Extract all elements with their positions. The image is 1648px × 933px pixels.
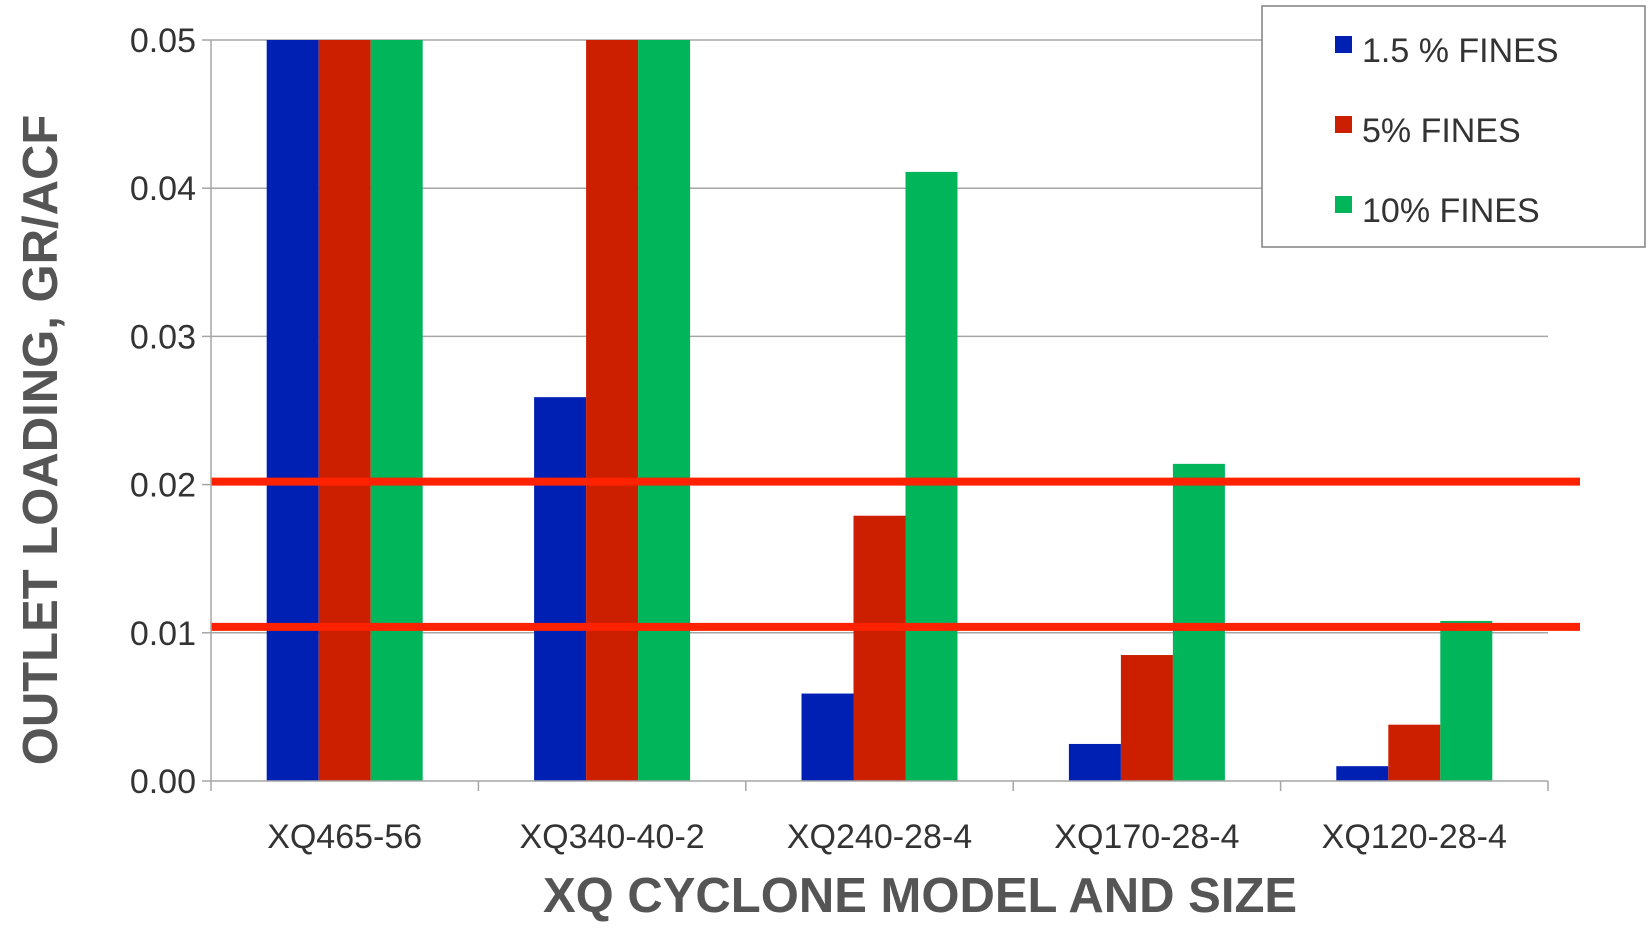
x-axis-title: XQ CYCLONE MODEL AND SIZE bbox=[543, 869, 1297, 923]
bar bbox=[1336, 766, 1389, 781]
bar bbox=[370, 40, 423, 781]
x-tick-label: XQ240-28-4 bbox=[787, 818, 972, 856]
bar bbox=[266, 40, 319, 781]
y-tick-label: 0.00 bbox=[130, 763, 196, 801]
y-tick-label: 0.04 bbox=[130, 170, 196, 208]
axes bbox=[210, 40, 1549, 791]
legend-label: 1.5 % FINES bbox=[1362, 32, 1559, 70]
legend-swatch bbox=[1335, 196, 1352, 213]
y-tick-label: 0.03 bbox=[130, 318, 196, 356]
bar bbox=[534, 397, 587, 781]
y-axis-title: OUTLET LOADING, GR/ACF bbox=[14, 115, 68, 766]
bar bbox=[638, 40, 691, 781]
legend-swatch bbox=[1335, 36, 1352, 53]
bar bbox=[1388, 724, 1441, 781]
bar bbox=[1172, 463, 1225, 781]
y-tick-label: 0.05 bbox=[130, 22, 196, 60]
bars bbox=[266, 40, 1493, 781]
x-tick-label: XQ120-28-4 bbox=[1322, 818, 1507, 856]
bar bbox=[1068, 743, 1121, 781]
legend-label: 5% FINES bbox=[1362, 112, 1521, 150]
bar bbox=[801, 693, 854, 781]
legend-box bbox=[1261, 5, 1646, 248]
bar bbox=[853, 515, 906, 781]
bar bbox=[318, 40, 371, 781]
legend: 1.5 % FINES 5% FINES 10% FINES bbox=[1261, 5, 1646, 248]
bar bbox=[905, 171, 958, 781]
legend-swatch bbox=[1335, 116, 1352, 133]
bar bbox=[1440, 620, 1493, 781]
reference-lines bbox=[211, 477, 1580, 631]
x-tick-label: XQ340-40-2 bbox=[519, 818, 704, 856]
y-tick-labels: 0.00 0.01 0.02 0.03 0.04 0.05 bbox=[130, 22, 196, 801]
y-tick-label: 0.02 bbox=[130, 467, 196, 505]
bar bbox=[586, 40, 639, 781]
x-tick-label: XQ465-56 bbox=[267, 818, 422, 856]
legend-label: 10% FINES bbox=[1362, 192, 1540, 230]
x-tick-label: XQ170-28-4 bbox=[1054, 818, 1239, 856]
x-tick-labels: XQ465-56 XQ340-40-2 XQ240-28-4 XQ170-28-4 XQ… bbox=[267, 818, 1507, 856]
bar bbox=[1120, 655, 1173, 781]
y-tick-label: 0.01 bbox=[130, 615, 196, 653]
